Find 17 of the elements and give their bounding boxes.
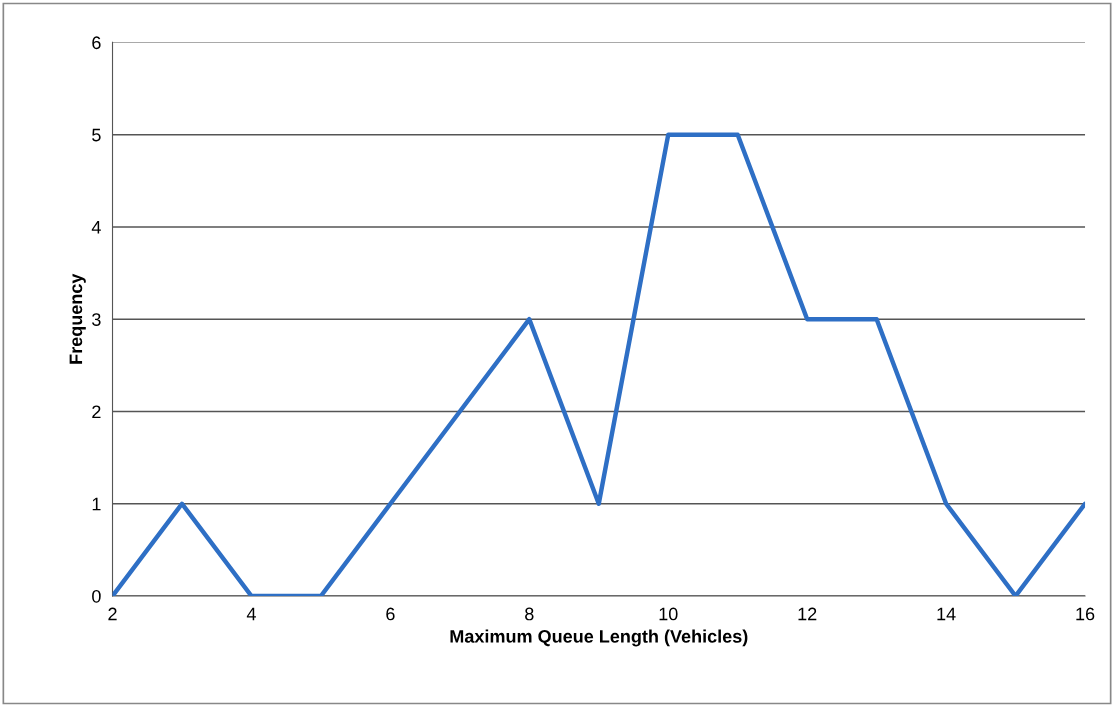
x-tick-label: 4 xyxy=(246,607,256,621)
x-tick-label: 12 xyxy=(798,607,817,621)
y-tick-label: 3 xyxy=(92,313,101,326)
y-tick-label: 2 xyxy=(92,405,101,419)
y-tick-label: 6 xyxy=(92,36,101,50)
x-tick-label: 2 xyxy=(108,607,117,621)
y-tick-label: 0 xyxy=(92,589,101,603)
x-tick-label: 6 xyxy=(386,607,395,621)
x-tick-label: 14 xyxy=(937,607,956,621)
y-axis-title: Frequency xyxy=(69,273,86,364)
x-axis-title: Maximum Queue Length (Vehicles) xyxy=(450,629,748,647)
x-tick-label: 10 xyxy=(659,607,678,621)
x-tick-label: 16 xyxy=(1076,607,1095,621)
y-tick-label: 1 xyxy=(92,497,101,511)
y-tick-label: 5 xyxy=(92,128,101,142)
x-tick-label: 8 xyxy=(525,607,534,621)
y-tick-label: 4 xyxy=(91,221,101,234)
